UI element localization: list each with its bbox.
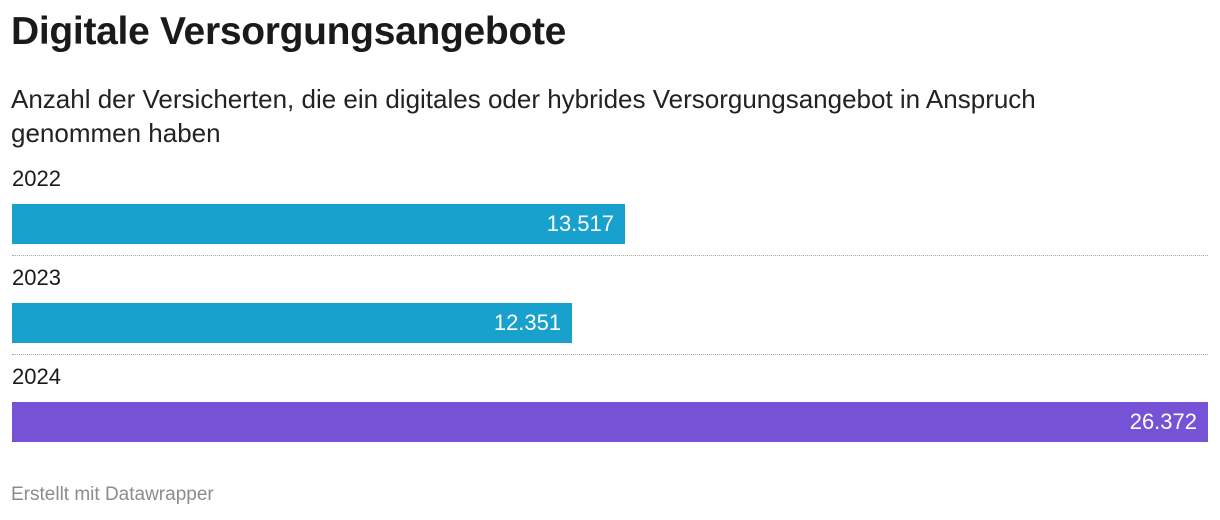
bar-chart: 2022 13.517 2023 12.351 2024 26.372 (12, 166, 1208, 456)
chart-subtitle: Anzahl der Versicherten, die ein digital… (11, 84, 1036, 148)
value-label-2022: 13.517 (546, 211, 614, 236)
credit-link[interactable]: Erstellt mit Datawrapper (11, 484, 214, 505)
value-label-2024: 26.372 (1129, 409, 1197, 434)
category-label-2024: 2024 (12, 364, 61, 389)
bar-2024: 26.372 (12, 402, 1208, 442)
category-label-2022: 2022 (12, 166, 61, 191)
bar-row-2023: 2023 12.351 (12, 265, 1208, 363)
row-separator (12, 255, 1208, 256)
bar-2023: 12.351 (12, 303, 573, 343)
value-label-2023: 12.351 (493, 310, 562, 335)
bar-row-2022: 2022 13.517 (12, 166, 1208, 264)
bar-row-2024: 2024 26.372 (12, 364, 1208, 462)
row-separator (12, 354, 1208, 355)
chart-title: Digitale Versorgungsangebote (11, 10, 567, 53)
category-label-2023: 2023 (12, 265, 61, 290)
bar-2022: 13.517 (12, 204, 625, 244)
